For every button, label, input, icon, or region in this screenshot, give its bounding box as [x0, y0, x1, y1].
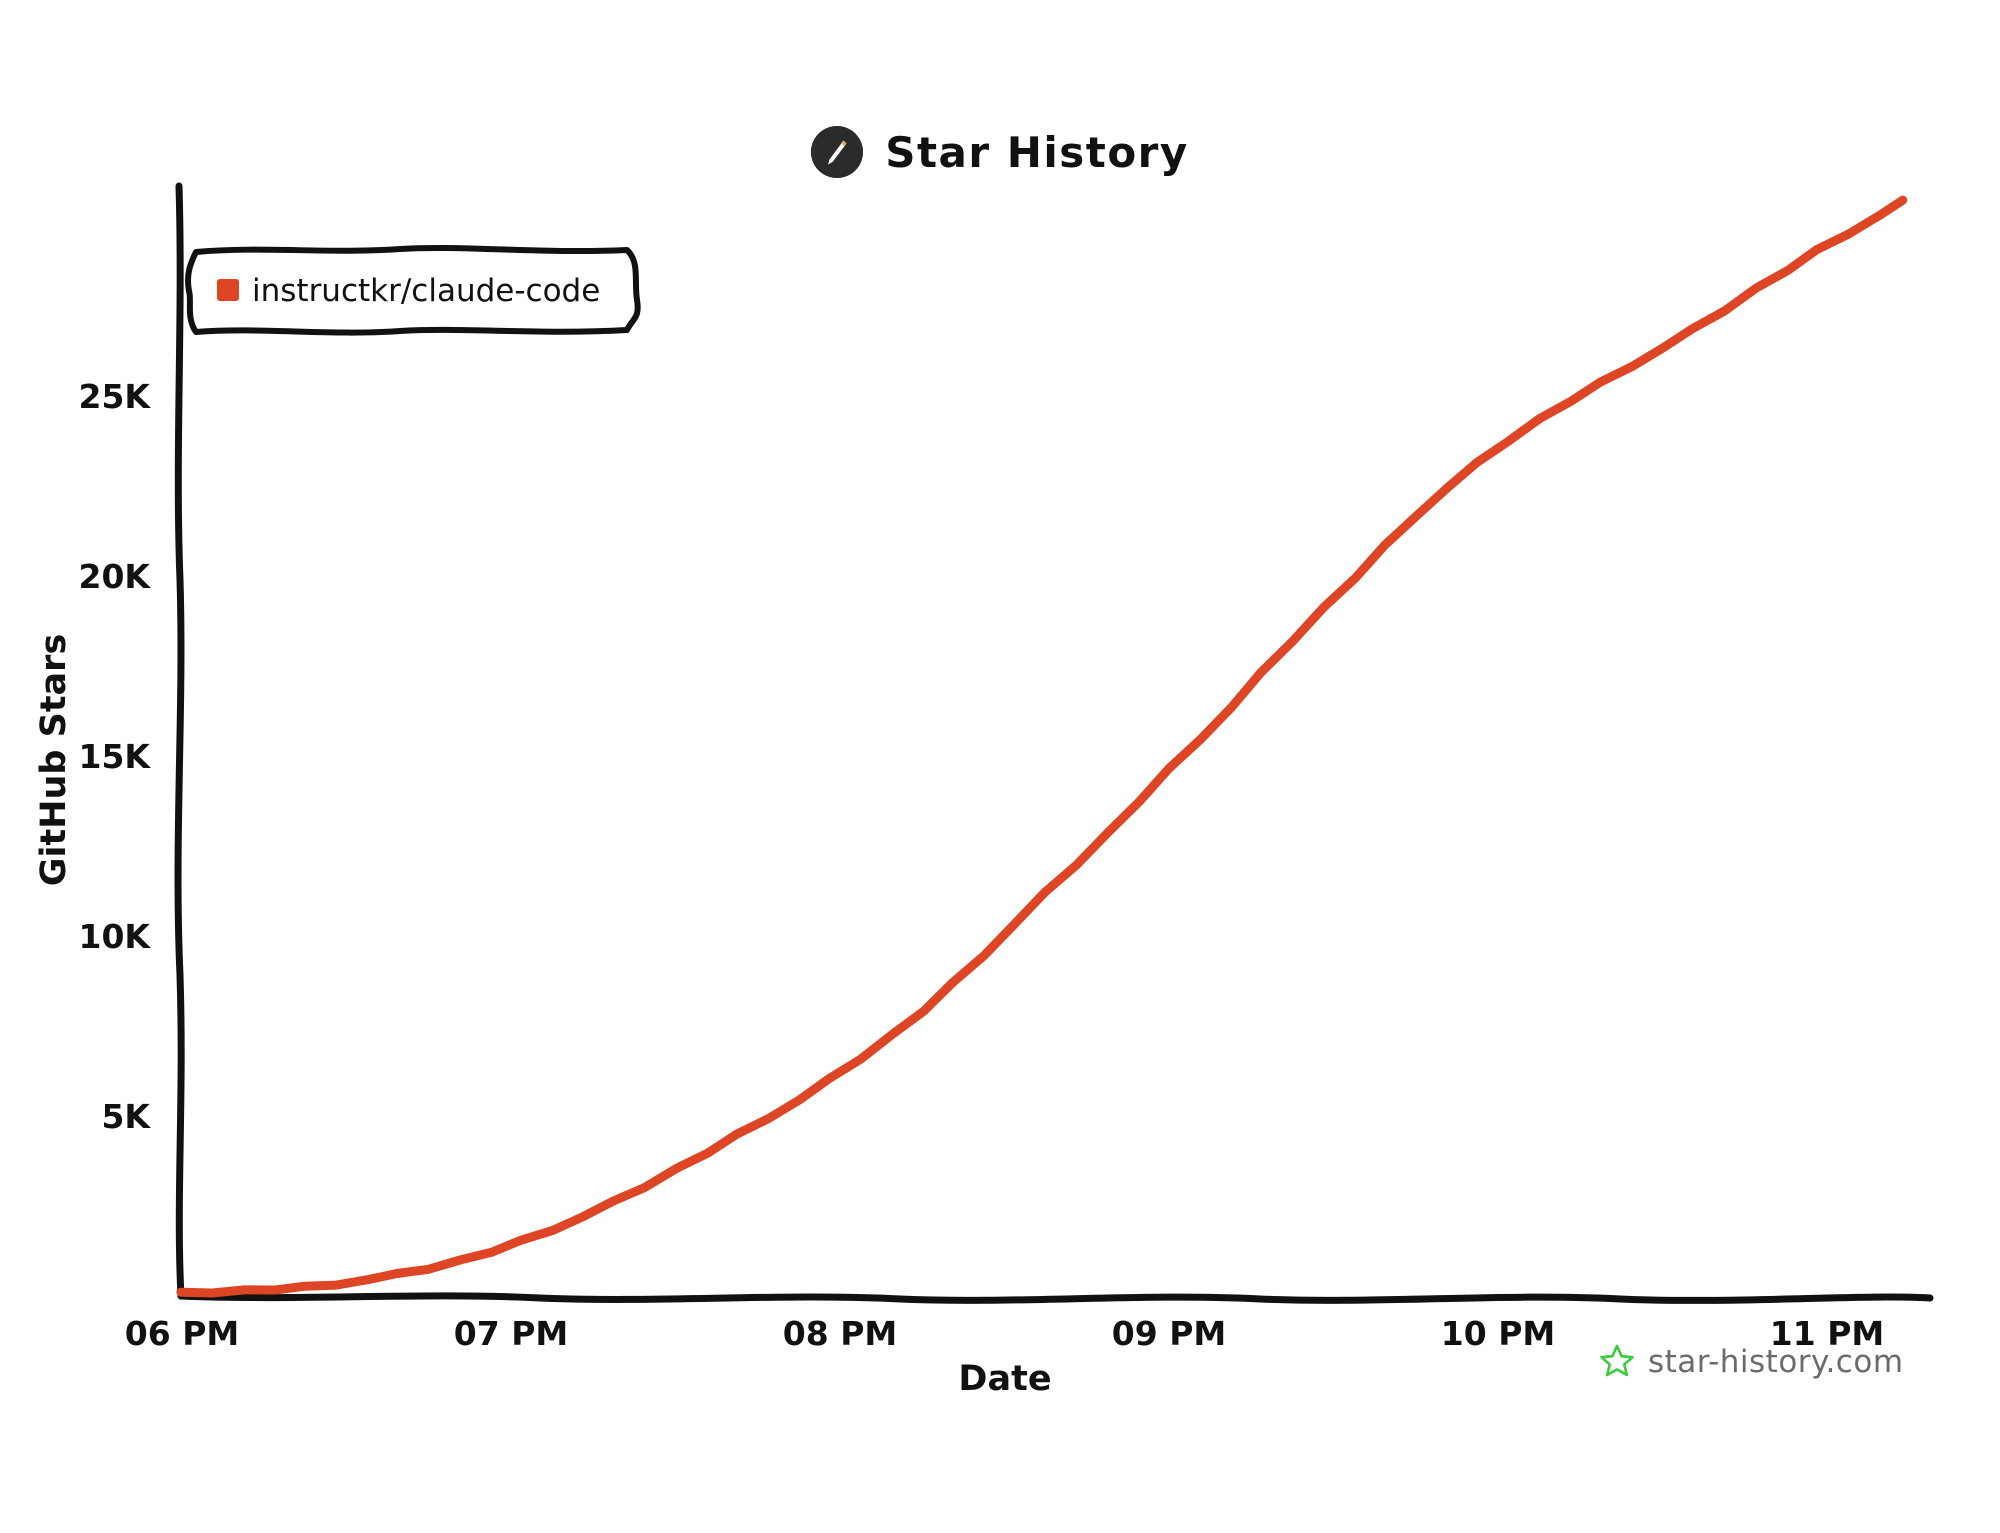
legend-color-swatch	[217, 279, 239, 301]
y-tick-labels: 25K 20K 15K 10K 5K	[79, 377, 152, 1136]
legend-box	[184, 244, 641, 336]
watermark[interactable]: star-history.com	[1600, 1343, 1904, 1381]
x-tick-label: 06 PM	[125, 1314, 239, 1353]
series-line-instructkr-claude-code	[176, 195, 1908, 1298]
x-tick-label: 11 PM	[1770, 1314, 1884, 1353]
watermark-label: star-history.com	[1648, 1344, 1904, 1380]
x-axis-line	[177, 1292, 1934, 1304]
y-tick-label: 15K	[79, 737, 152, 776]
legend[interactable]: instructkr/claude-code	[184, 244, 641, 336]
star-icon	[1600, 1343, 1634, 1381]
x-tick-label: 09 PM	[1112, 1314, 1226, 1353]
y-axis-line	[174, 182, 185, 1300]
x-tick-label: 10 PM	[1441, 1314, 1555, 1353]
y-tick-label: 25K	[79, 377, 152, 416]
legend-label: instructkr/claude-code	[252, 273, 600, 309]
y-tick-label: 20K	[79, 557, 152, 596]
x-tick-label: 07 PM	[454, 1314, 568, 1353]
y-tick-label: 5K	[101, 1097, 151, 1136]
x-tick-labels: 06 PM 07 PM 08 PM 09 PM 10 PM 11 PM	[125, 1314, 1884, 1353]
y-axis-title: GitHub Stars	[34, 634, 74, 887]
y-tick-label: 10K	[79, 917, 152, 956]
x-axis-title: Date	[958, 1359, 1051, 1399]
x-tick-label: 08 PM	[783, 1314, 897, 1353]
